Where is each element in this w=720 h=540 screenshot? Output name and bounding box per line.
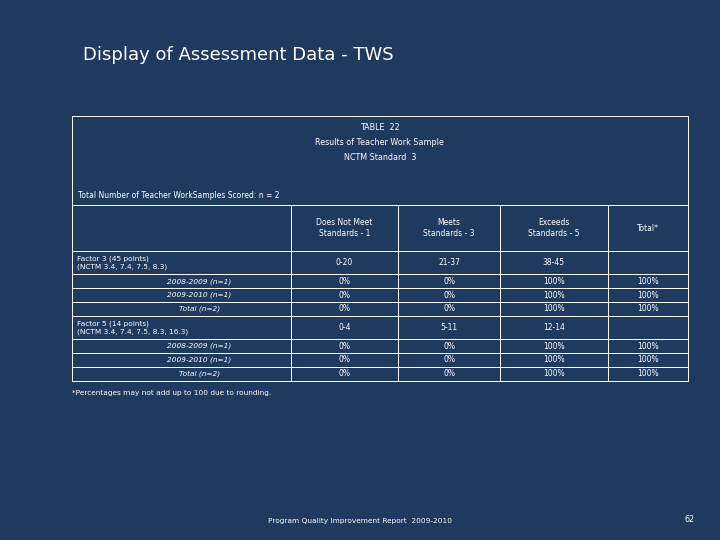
Text: 0%: 0%	[338, 369, 351, 379]
Text: Exceeds
Standards - 5: Exceeds Standards - 5	[528, 219, 580, 238]
Text: 0%: 0%	[443, 342, 455, 350]
Text: 0%: 0%	[338, 277, 351, 286]
Text: 100%: 100%	[636, 277, 658, 286]
Text: Total*: Total*	[636, 224, 659, 233]
Text: 100%: 100%	[636, 369, 658, 379]
Text: 2009-2010 (n=1): 2009-2010 (n=1)	[167, 292, 231, 299]
Text: Results of Teacher Work Sample: Results of Teacher Work Sample	[315, 138, 444, 147]
Text: 100%: 100%	[543, 342, 564, 350]
Bar	[72, 116, 688, 381]
Text: Does Not Meet
Standards - 1: Does Not Meet Standards - 1	[316, 219, 372, 238]
Text: 2009-2010 (n=1): 2009-2010 (n=1)	[167, 357, 231, 363]
Text: 100%: 100%	[543, 369, 564, 379]
Text: 0-4: 0-4	[338, 323, 351, 332]
Text: 100%: 100%	[543, 291, 564, 300]
Text: 0%: 0%	[443, 369, 455, 379]
Text: Total Number of Teacher WorkSamples Scored: n = 2: Total Number of Teacher WorkSamples Scor…	[78, 191, 279, 200]
Text: Total (n=2): Total (n=2)	[179, 370, 220, 377]
Text: 12-14: 12-14	[543, 323, 564, 332]
Text: 2008-2009 (n=1): 2008-2009 (n=1)	[167, 343, 231, 349]
Text: 5-11: 5-11	[441, 323, 458, 332]
Text: 0%: 0%	[443, 277, 455, 286]
Text: Factor 3 (45 points)
(NCTM 3.4, 7.4, 7.5, 8.3): Factor 3 (45 points) (NCTM 3.4, 7.4, 7.5…	[77, 256, 167, 270]
Text: Factor 5 (14 points)
(NCTM 3.4, 7.4, 7.5, 8.3, 16.3): Factor 5 (14 points) (NCTM 3.4, 7.4, 7.5…	[77, 321, 189, 335]
Text: 100%: 100%	[636, 305, 658, 314]
Text: Display of Assessment Data - TWS: Display of Assessment Data - TWS	[83, 46, 393, 64]
Text: 100%: 100%	[636, 291, 658, 300]
Text: 0%: 0%	[443, 355, 455, 364]
Text: 100%: 100%	[543, 305, 564, 314]
Text: Total (n=2): Total (n=2)	[179, 306, 220, 312]
Text: 0%: 0%	[338, 305, 351, 314]
Text: NCTM Standard  3: NCTM Standard 3	[343, 153, 416, 162]
Text: 0%: 0%	[338, 355, 351, 364]
Text: *Percentages may not add up to 100 due to rounding.: *Percentages may not add up to 100 due t…	[72, 390, 271, 396]
Text: Program Quality Improvement Report  2009-2010: Program Quality Improvement Report 2009-…	[268, 518, 452, 524]
Text: 0%: 0%	[443, 305, 455, 314]
Text: 100%: 100%	[543, 355, 564, 364]
Text: 2008-2009 (n=1): 2008-2009 (n=1)	[167, 278, 231, 285]
Text: 0%: 0%	[338, 342, 351, 350]
Text: 38-45: 38-45	[543, 258, 564, 267]
Text: 100%: 100%	[636, 342, 658, 350]
Text: 21-37: 21-37	[438, 258, 460, 267]
Text: 100%: 100%	[636, 355, 658, 364]
Text: 100%: 100%	[543, 277, 564, 286]
Text: Meets
Standards - 3: Meets Standards - 3	[423, 219, 474, 238]
Text: 0-20: 0-20	[336, 258, 353, 267]
Text: 0%: 0%	[443, 291, 455, 300]
Text: 0%: 0%	[338, 291, 351, 300]
Text: 62: 62	[685, 515, 695, 524]
Text: TABLE  22: TABLE 22	[360, 123, 400, 132]
